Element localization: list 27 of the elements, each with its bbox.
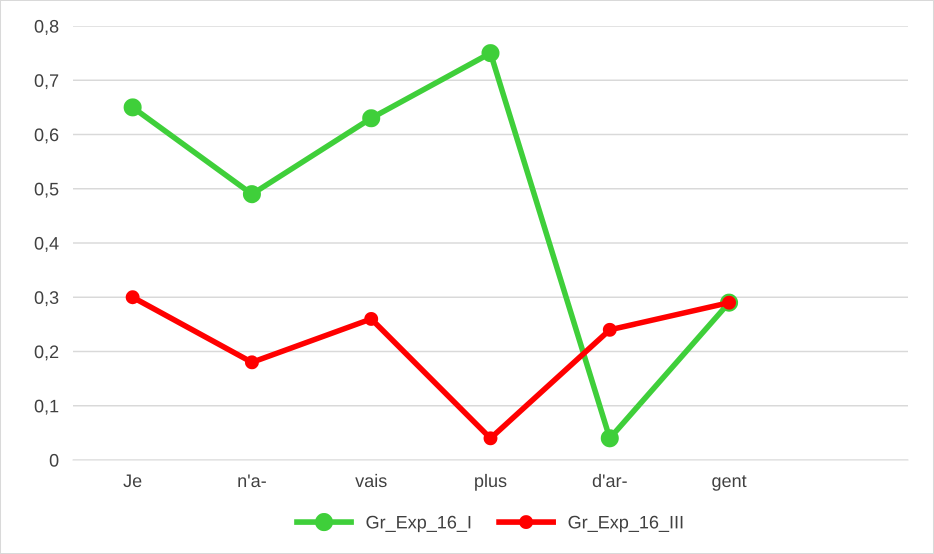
point [124, 98, 142, 116]
y-tick-label: 0,2 [34, 345, 58, 360]
x-tick-label: plus [475, 474, 506, 491]
point [126, 290, 140, 304]
point [484, 431, 498, 446]
y-tick-label: 0,8 [34, 20, 58, 35]
legend-label: Gr_Exp_16_I [366, 516, 470, 532]
y-tick-label: 0,4 [34, 236, 59, 252]
x-tick-label: n'a- [238, 474, 266, 488]
y-tick-label: 0,3 [34, 291, 58, 306]
y-tick-label: 0,6 [34, 128, 58, 144]
x-tick-label: vais [355, 474, 387, 488]
x-tick-label: d'ar- [592, 474, 627, 488]
point [362, 109, 380, 128]
point [602, 322, 617, 337]
y-tick-label: 0,1 [34, 400, 58, 415]
x-tick-label: gent [712, 475, 747, 491]
point [364, 312, 378, 326]
y-tick-label: 0,5 [34, 182, 58, 198]
point [244, 355, 259, 370]
x-tick-label: Je [123, 474, 142, 488]
y-tick-label: 0,7 [34, 74, 58, 90]
legend-label: Gr_Exp_16_III [568, 516, 682, 532]
y-tick-label: 0 [50, 454, 58, 467]
point [600, 429, 619, 448]
point [481, 44, 500, 62]
point [242, 185, 261, 204]
